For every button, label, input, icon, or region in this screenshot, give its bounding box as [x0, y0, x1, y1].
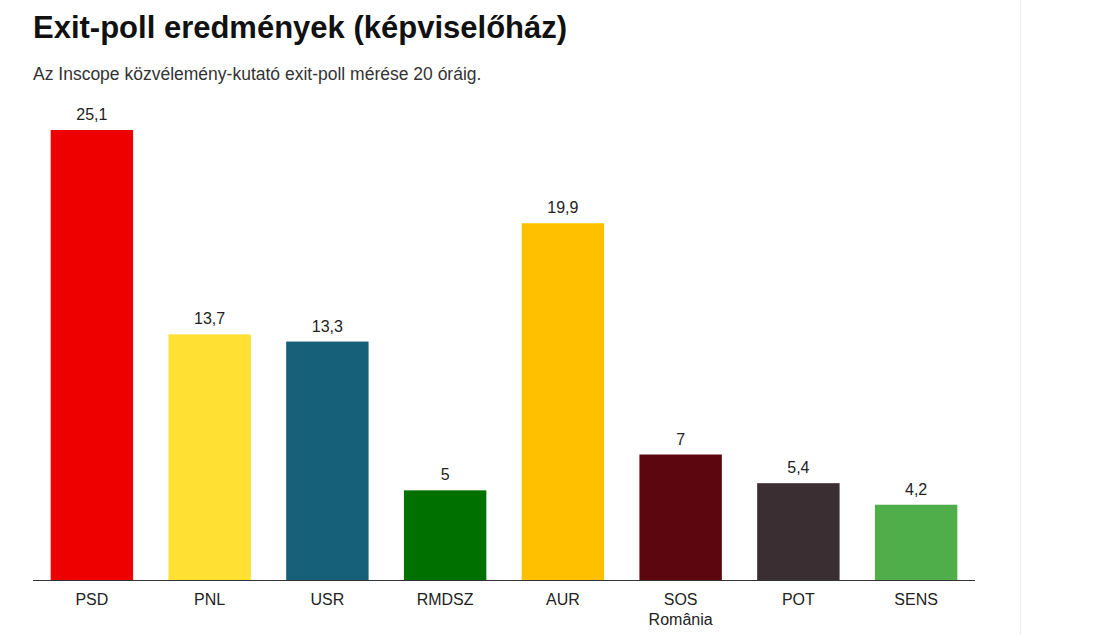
x-tick-label: RMDSZ [417, 591, 474, 608]
x-tick-label: USR [310, 591, 344, 608]
title: Exit-poll eredmények (képviselőház) [33, 10, 567, 45]
x-tick-label: SENS [894, 591, 938, 608]
bar [757, 483, 839, 580]
data-label: 4,2 [905, 481, 927, 498]
x-tick-label: PNL [194, 591, 225, 608]
labels: 25,1 PSD 13,7 PNL 13,3 USR 5 RMDSZ 19,9 AUR 7 SOS Ro… [75, 106, 937, 628]
x-tick-label-line: România [649, 611, 713, 628]
data-label: 5,4 [787, 459, 809, 476]
x-tick-label-line: SOS [664, 591, 698, 608]
x-tick-label: PSD [75, 591, 108, 608]
data-label: 13,7 [194, 310, 225, 327]
subtitle: Az Inscope közvélemény-kutató exit-poll … [33, 64, 481, 84]
bar [522, 223, 604, 580]
bar [168, 334, 250, 580]
bar [286, 342, 368, 580]
bar [404, 490, 486, 580]
page-border [1020, 0, 1021, 635]
bar [51, 130, 133, 580]
data-label: 5 [441, 466, 450, 483]
x-tick-label: POT [782, 591, 815, 608]
data-label: 7 [676, 431, 685, 448]
x-axis-line [33, 580, 975, 581]
bar [639, 455, 721, 580]
bars [51, 130, 958, 580]
data-label: 25,1 [76, 106, 107, 123]
data-label: 19,9 [547, 199, 578, 216]
x-tick-label: AUR [546, 591, 580, 608]
bar [875, 505, 957, 580]
x-tick-label: SOS România [649, 591, 713, 628]
data-label: 13,3 [312, 318, 343, 335]
chart: Exit-poll eredmények (képviselőház) Az In… [0, 0, 1116, 635]
